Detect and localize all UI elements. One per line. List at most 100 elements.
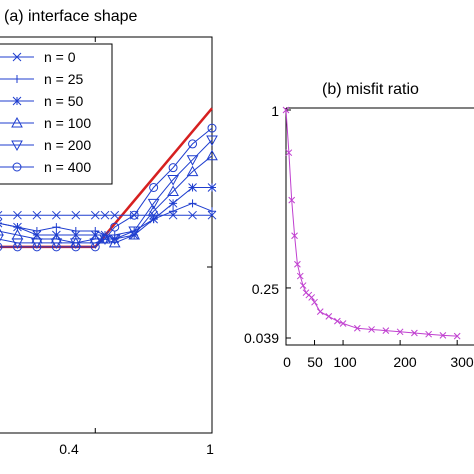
series-line (0, 187, 212, 240)
chart-panel-misfit-ratio: (b) misfit ratio 1 0.25 0.039 0 50 100 2… (244, 81, 474, 370)
data-point-marker (32, 210, 42, 220)
data-point-marker (282, 106, 290, 114)
data-point-marker (110, 210, 120, 220)
data-point-marker (294, 260, 301, 268)
data-point-marker (71, 242, 81, 252)
data-point-marker (311, 298, 318, 306)
x-tick-labels: 0.4 1 (59, 441, 214, 457)
y-tick-label: 0.25 (252, 281, 279, 297)
data-point-marker (11, 140, 23, 152)
data-point-marker (32, 242, 42, 252)
data-point-marker (32, 230, 42, 240)
data-point-marker (52, 230, 61, 240)
y-tick-labels: 1 0.25 0.039 (244, 103, 279, 346)
data-point-marker (206, 149, 218, 161)
data-point-marker (333, 317, 341, 325)
data-point-marker (100, 234, 110, 244)
data-point-marker (100, 210, 110, 220)
data-point-marker (0, 242, 3, 251)
data-point-marker (147, 205, 160, 216)
data-point-marker (129, 210, 139, 220)
series-line (285, 109, 458, 337)
data-point-marker (188, 199, 197, 208)
legend-label: n = 400 (44, 159, 91, 175)
axis-ticks (94, 37, 213, 433)
data-point-marker (52, 210, 61, 220)
chart-panel-interface-shape: (a) interface shape n = 0n = 25n = 50n =… (0, 8, 218, 457)
data-point-marker (110, 222, 120, 232)
series-line (0, 202, 213, 236)
data-point-marker (188, 210, 197, 220)
data-point-marker (12, 96, 22, 106)
data-point-marker (167, 175, 179, 186)
data-point-marker (453, 332, 461, 340)
legend-box (0, 43, 113, 185)
series-line (0, 127, 213, 248)
legend-label: n = 100 (44, 115, 91, 131)
data-point-marker (12, 162, 22, 172)
data-point-marker (0, 218, 3, 228)
data-point-marker (128, 228, 141, 240)
plot-frame (285, 107, 474, 346)
data-point-marker (168, 198, 178, 208)
data-point-marker (382, 327, 390, 334)
data-point-marker (71, 210, 81, 220)
data-point-marker (90, 242, 100, 252)
legend-label: n = 25 (44, 71, 84, 87)
data-point-marker (339, 320, 347, 327)
data-point-marker (13, 210, 22, 220)
x-tick-label: 300 (450, 354, 474, 370)
data-point-marker (411, 329, 418, 337)
chart-title: (b) misfit ratio (322, 81, 419, 98)
chart-title: (a) interface shape (4, 8, 138, 25)
data-point-marker (396, 328, 404, 336)
data-point-marker (108, 234, 121, 245)
plot-frame (0, 36, 213, 434)
data-point-marker (51, 242, 61, 252)
data-point-marker (12, 242, 22, 252)
data-point-marker (353, 324, 361, 332)
data-point-marker (325, 313, 333, 320)
data-point-marker (90, 230, 100, 240)
legend: n = 0 n = 25 n = 50 n = 100 n = 200 n = 400 (0, 43, 113, 185)
data-point-marker (207, 183, 217, 192)
data-point-marker (308, 294, 316, 301)
series-group (0, 123, 218, 252)
axis-ticks (285, 109, 458, 345)
data-point-marker (207, 123, 217, 133)
x-tick-label: 50 (307, 354, 323, 370)
data-point-marker (425, 330, 433, 338)
data-point-marker (208, 207, 216, 216)
data-point-marker (169, 207, 178, 216)
data-point-marker (71, 230, 81, 240)
data-point-marker (188, 183, 197, 192)
data-point-marker (168, 163, 178, 173)
x-tick-label: 1 (206, 441, 214, 457)
data-point-marker (90, 210, 100, 220)
data-point-marker (13, 222, 22, 232)
x-tick-label: 200 (393, 354, 417, 370)
data-point-marker (108, 236, 121, 248)
x-tick-label: 0 (283, 354, 291, 370)
series-group (282, 106, 461, 340)
data-point-marker (147, 198, 160, 210)
data-point-marker (188, 139, 198, 149)
data-point-marker (206, 135, 218, 146)
data-point-marker (52, 223, 61, 232)
data-point-marker (0, 228, 4, 236)
data-point-marker (0, 234, 4, 242)
data-point-marker (186, 155, 199, 166)
data-point-marker (291, 232, 298, 240)
data-point-marker (316, 308, 324, 316)
y-tick-label: 1 (271, 103, 279, 119)
x-tick-labels: 0 50 100 200 300 (283, 354, 474, 370)
data-point-marker (439, 332, 447, 339)
legend-label: n = 200 (44, 137, 91, 153)
x-tick-label: 100 (333, 354, 357, 370)
data-point-marker (11, 116, 23, 128)
data-point-marker (0, 210, 3, 220)
data-point-marker (149, 182, 159, 192)
y-tick-label: 0.039 (244, 330, 279, 346)
legend-label: n = 0 (44, 49, 76, 65)
